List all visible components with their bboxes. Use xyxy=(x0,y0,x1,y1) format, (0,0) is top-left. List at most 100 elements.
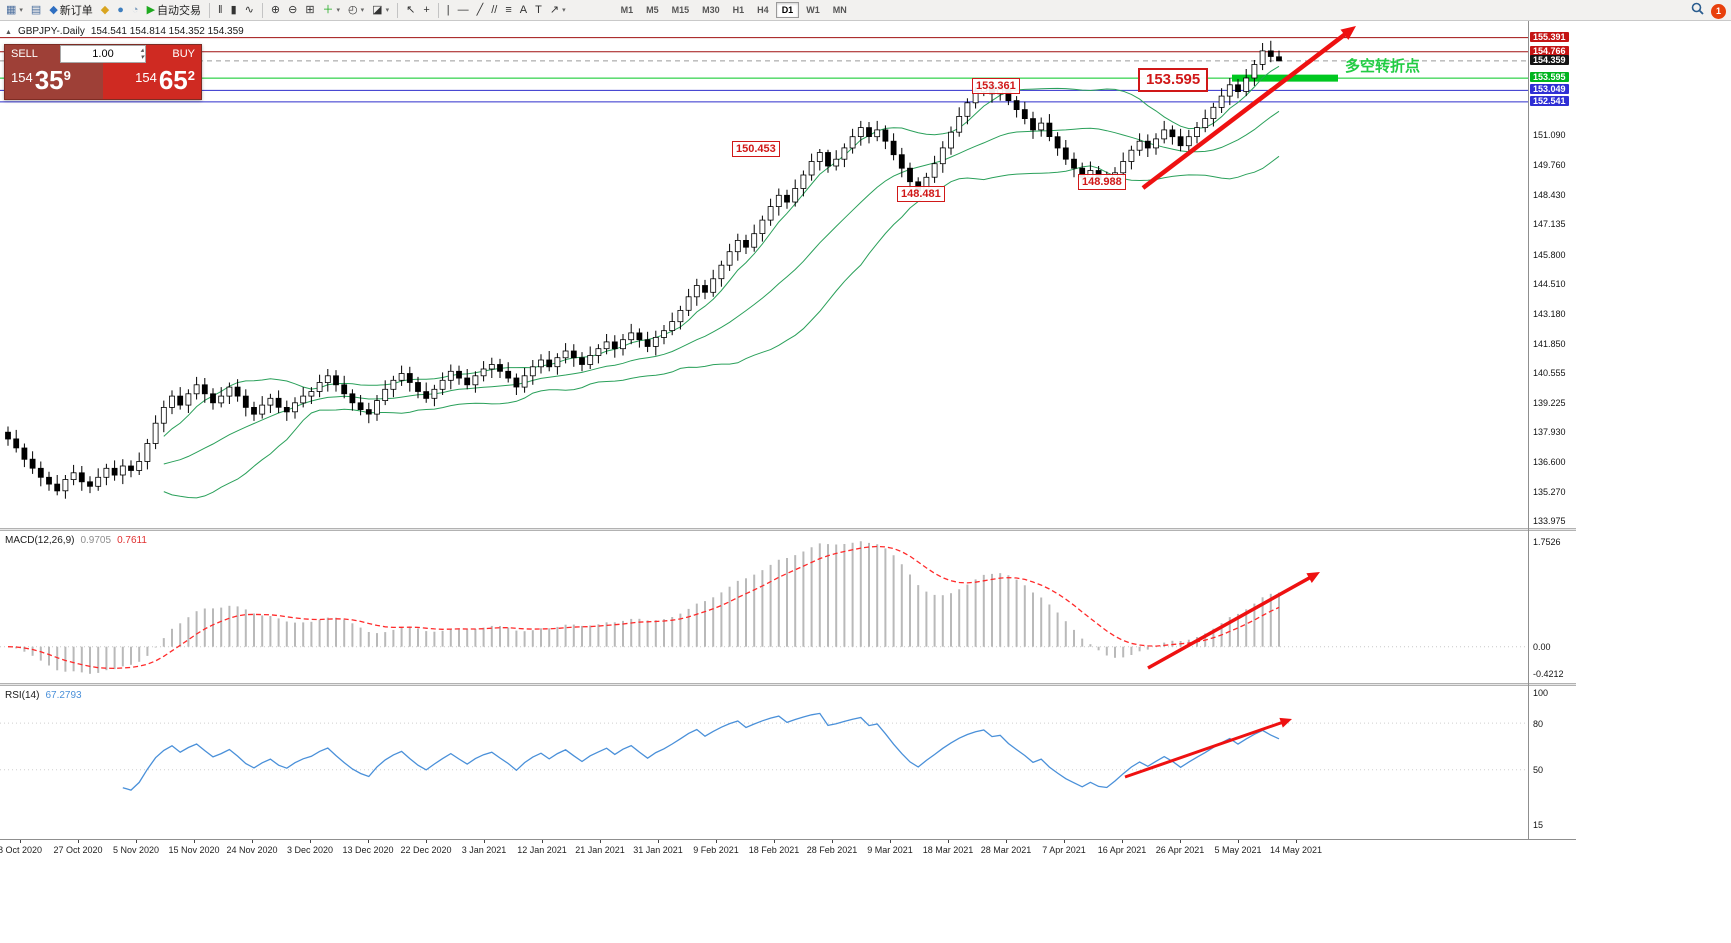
trend-arrow[interactable] xyxy=(1147,572,1320,670)
date-axis[interactable]: 8 Oct 2020 27 Oct 2020 5 Nov 2020 15 Nov 20… xyxy=(0,839,1576,859)
strategy-tester-button[interactable]: ◔ xyxy=(128,1,143,20)
horizontal-line-button[interactable]: — xyxy=(454,1,473,20)
candle xyxy=(1128,145,1135,170)
templates-button[interactable]: ◪ ▾ xyxy=(368,1,393,20)
date-axis-label: 12 Jan 2021 xyxy=(517,845,567,855)
date-axis-label: 22 Dec 2020 xyxy=(400,845,452,855)
lot-spinner[interactable]: ▴ ▾ xyxy=(140,47,144,61)
timeframe-w1-button[interactable]: W1 xyxy=(800,2,826,18)
timeframe-h1-button[interactable]: H1 xyxy=(727,2,751,18)
candle xyxy=(259,396,266,419)
sell-button[interactable]: 154359 xyxy=(5,63,103,99)
lot-size-input[interactable]: 1.00 ▴ ▾ xyxy=(60,45,146,63)
date-axis-label: 31 Jan 2021 xyxy=(633,845,683,855)
price-tag[interactable]: 150.453 xyxy=(732,141,780,157)
candle xyxy=(767,198,774,226)
price-scale[interactable]: 151.090 149.760 148.430 147.135 145.800 144.5… xyxy=(1528,21,1576,839)
candle xyxy=(365,402,372,424)
timeframe-d1-button[interactable]: D1 xyxy=(775,2,800,18)
buy-button[interactable]: 154652 xyxy=(103,63,201,99)
candle xyxy=(587,346,594,369)
profiles-button[interactable]: ▤ xyxy=(27,1,45,20)
new-chart-button[interactable]: ▦ ▾ xyxy=(2,1,27,20)
rsi-indicator-label: RSI(14) 67.2793 xyxy=(5,690,82,701)
text-label-button[interactable]: T xyxy=(531,1,546,20)
new-order-icon: ◆ xyxy=(49,3,58,16)
price-tag[interactable]: 148.481 xyxy=(897,186,945,202)
candle xyxy=(677,305,684,330)
date-tick xyxy=(1122,840,1123,843)
candle xyxy=(46,471,52,491)
candle xyxy=(275,390,282,413)
search-icon[interactable] xyxy=(1691,2,1704,20)
timeframe-m1-button[interactable]: M1 xyxy=(615,2,640,18)
breakout-price-tag[interactable]: 153.595 xyxy=(1138,68,1209,92)
bar-chart-button[interactable]: ‖ xyxy=(214,1,227,20)
date-axis-label: 26 Apr 2021 xyxy=(1155,845,1205,855)
cursor-button[interactable]: ↖ xyxy=(402,1,419,20)
panel-splitter[interactable] xyxy=(0,528,1576,531)
price-scale-level-box: 154.766 xyxy=(1530,45,1569,56)
date-tick xyxy=(426,840,427,843)
timeframe-m5-button[interactable]: M5 xyxy=(640,2,665,18)
price-tag[interactable]: 148.988 xyxy=(1078,174,1126,190)
candle xyxy=(734,233,741,261)
candlestick-chart-button[interactable]: ▮ xyxy=(227,1,241,20)
macd-panel-canvas[interactable] xyxy=(0,531,1528,683)
candle xyxy=(570,344,577,367)
candle xyxy=(964,98,971,125)
candle xyxy=(1276,50,1282,62)
lot-decrease-icon[interactable]: ▾ xyxy=(140,54,144,61)
global-variables-button[interactable]: ● xyxy=(113,1,128,20)
timeframe-m15-button[interactable]: M15 xyxy=(666,2,696,18)
trend-arrow[interactable] xyxy=(1141,26,1356,190)
toolbar-right: 1 xyxy=(1691,2,1726,20)
candle xyxy=(447,364,454,390)
timeframe-h4-button[interactable]: H4 xyxy=(751,2,775,18)
panel-splitter[interactable] xyxy=(0,683,1576,686)
candle xyxy=(939,141,946,173)
candle xyxy=(128,460,134,478)
crosshair-button[interactable]: + xyxy=(419,1,433,20)
candle xyxy=(628,323,635,345)
trendline-button[interactable]: ╱ xyxy=(473,1,488,20)
timeframe-mn-button[interactable]: MN xyxy=(827,2,853,18)
rsi-panel-canvas[interactable] xyxy=(0,686,1528,839)
macd-label-text: MACD(12,26,9) xyxy=(5,535,75,546)
new-order-button[interactable]: ◆ 新订单 xyxy=(45,1,96,20)
date-tick xyxy=(542,840,543,843)
candle xyxy=(78,466,85,491)
notification-badge[interactable]: 1 xyxy=(1711,3,1726,19)
history-center-button[interactable]: ◆ xyxy=(97,1,113,20)
candle xyxy=(415,376,421,399)
lot-increase-icon[interactable]: ▴ xyxy=(140,47,144,54)
one-click-trading-panel: SELL 1.00 ▴ ▾ BUY 154359 154652 xyxy=(4,44,202,100)
vertical-line-button[interactable]: | xyxy=(443,1,454,20)
candle xyxy=(726,243,733,271)
candle xyxy=(898,147,905,178)
candle xyxy=(333,370,339,392)
candle xyxy=(95,468,102,491)
tile-windows-button[interactable]: ⊞ xyxy=(301,1,318,20)
auto-trading-button[interactable]: ▶ 自动交易 xyxy=(143,1,205,20)
cursor-icon: ↖ xyxy=(406,3,416,16)
zoom-out-button[interactable]: ⊖ xyxy=(284,1,301,20)
line-chart-icon: ∿ xyxy=(244,3,254,16)
indicators-button[interactable]: ＋ ▾ xyxy=(319,1,345,20)
equidistant-channel-button[interactable]: // xyxy=(487,1,501,20)
date-axis-label: 8 Oct 2020 xyxy=(0,845,43,855)
candle xyxy=(1218,88,1225,113)
periods-button[interactable]: ◴ ▾ xyxy=(344,1,368,20)
turning-point-text[interactable]: 多空转折点 xyxy=(1345,58,1421,75)
text-button[interactable]: A xyxy=(516,1,531,20)
candle xyxy=(480,361,487,382)
line-chart-button[interactable]: ∿ xyxy=(241,1,258,20)
timeframe-m30-button[interactable]: M30 xyxy=(696,2,726,18)
candle xyxy=(103,463,110,486)
arrow-objects-button[interactable]: ↗ ▾ xyxy=(546,1,570,20)
zoom-in-button[interactable]: ⊕ xyxy=(267,1,284,20)
trend-arrow[interactable] xyxy=(1124,717,1292,779)
price-tag[interactable]: 153.361 xyxy=(972,78,1020,94)
candle xyxy=(529,360,536,385)
fibonacci-button[interactable]: ≡ xyxy=(501,1,515,20)
